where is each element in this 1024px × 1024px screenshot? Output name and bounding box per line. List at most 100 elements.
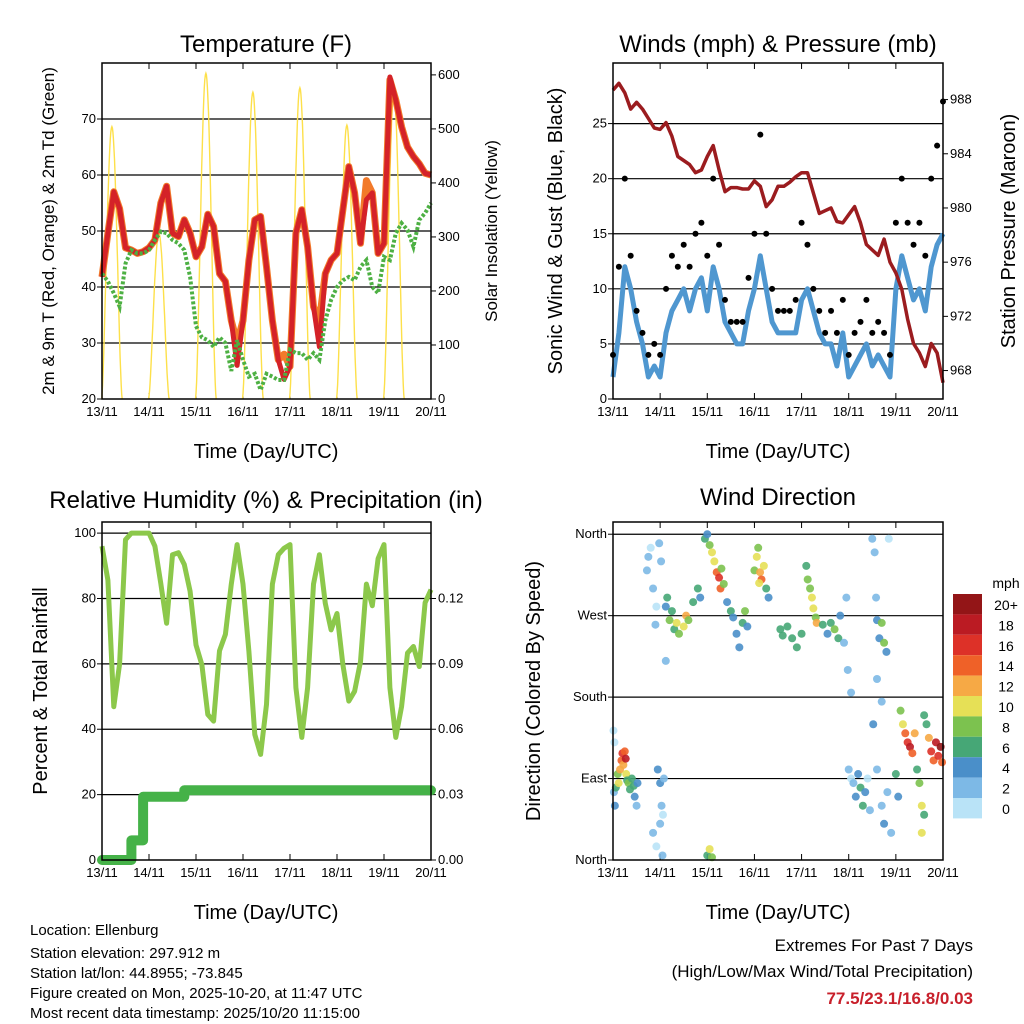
y2-tick-label: 100 bbox=[438, 337, 460, 352]
direction-point bbox=[917, 828, 926, 837]
direction-point bbox=[884, 534, 893, 543]
y2-tick-label: 400 bbox=[438, 175, 460, 190]
winds-x-title: Time (Day/UTC) bbox=[706, 441, 851, 463]
direction-point bbox=[764, 593, 773, 602]
direction-point bbox=[818, 620, 827, 629]
gust-point bbox=[615, 263, 622, 270]
gust-point bbox=[645, 351, 652, 358]
legend-swatch bbox=[953, 594, 982, 615]
y-tick-label: 80 bbox=[82, 590, 96, 605]
legend-swatch bbox=[953, 798, 982, 819]
x-tick-label: 17/11 bbox=[274, 865, 306, 880]
y-tick-label: West bbox=[578, 608, 608, 623]
direction-point bbox=[802, 561, 811, 570]
latlon-text: Station lat/lon: 44.8955; -73.845 bbox=[30, 965, 243, 982]
direction-point bbox=[807, 593, 816, 602]
gust-point bbox=[710, 175, 717, 182]
direction-point bbox=[658, 851, 667, 860]
direction-point bbox=[649, 828, 658, 837]
direction-point bbox=[826, 618, 835, 627]
y-tick-label: North bbox=[575, 852, 607, 867]
gust-point bbox=[869, 329, 876, 336]
x-tick-label: 17/11 bbox=[274, 404, 306, 419]
direction-point bbox=[708, 548, 716, 557]
direction-point bbox=[652, 602, 661, 611]
direction-point bbox=[723, 598, 732, 607]
legend-label: 8 bbox=[1002, 719, 1010, 735]
gust-point bbox=[804, 241, 811, 248]
gust-point bbox=[663, 285, 670, 292]
direction-point bbox=[717, 564, 726, 573]
gust-point bbox=[627, 252, 634, 259]
direction-point bbox=[843, 665, 852, 674]
gust-point bbox=[810, 285, 817, 292]
extremes-subtitle: (High/Low/Max Wind/Total Precipitation) bbox=[672, 962, 973, 981]
direction-point bbox=[872, 593, 881, 602]
y2-tick-label: 0.06 bbox=[438, 721, 463, 736]
direction-point bbox=[752, 552, 761, 561]
direction-point bbox=[861, 788, 870, 797]
direction-point bbox=[882, 647, 891, 656]
plot-frame bbox=[612, 62, 944, 400]
direction-point bbox=[809, 604, 818, 613]
direction-point bbox=[836, 611, 845, 620]
direction-point bbox=[922, 720, 931, 729]
gust-point bbox=[739, 318, 746, 325]
direction-point bbox=[863, 774, 872, 783]
dewpoint-2m-line bbox=[100, 201, 433, 396]
gust-point bbox=[651, 340, 658, 347]
direction-point bbox=[610, 801, 619, 810]
x-tick-label: 16/11 bbox=[227, 404, 259, 419]
temp-9m-line bbox=[98, 76, 432, 370]
solar-insolation-curve bbox=[147, 231, 170, 400]
temperature-title: Temperature (F) bbox=[180, 31, 352, 58]
direction-point bbox=[649, 584, 658, 593]
direction-point bbox=[741, 607, 749, 616]
latest-timestamp-text: Most recent data timestamp: 2025/10/20 1… bbox=[30, 1005, 360, 1022]
y2-tick-label: 0.03 bbox=[438, 787, 463, 802]
y2-tick-label: 0.12 bbox=[438, 590, 463, 605]
extremes-title: Extremes For Past 7 Days bbox=[775, 936, 973, 955]
x-tick-label: 20/11 bbox=[927, 865, 959, 880]
direction-point bbox=[834, 634, 843, 643]
y-tick-label: 40 bbox=[82, 721, 96, 736]
solar-y-title: Solar Insolation (Yellow) bbox=[482, 140, 501, 322]
direction-point bbox=[854, 770, 863, 779]
gust-point bbox=[780, 307, 787, 314]
y2-tick-label: 0.00 bbox=[438, 852, 463, 867]
x-tick-label: 15/11 bbox=[691, 865, 723, 880]
extremes-values: 77.5/23.1/16.8/0.03 bbox=[826, 989, 973, 1008]
y-tick-label: 60 bbox=[82, 167, 96, 182]
direction-point bbox=[880, 638, 889, 647]
direction-point bbox=[788, 634, 797, 643]
direction-point bbox=[610, 738, 619, 747]
gust-point bbox=[733, 318, 740, 325]
winds-pressure-panel: 0 5 10 15 20 25 968 972 976 980 984 988 13/11 14/11 15… bbox=[593, 62, 972, 419]
direction-point bbox=[924, 733, 933, 742]
direction-point bbox=[719, 579, 728, 588]
direction-point bbox=[658, 810, 667, 819]
gust-point bbox=[839, 296, 846, 303]
y-tick-label: 50 bbox=[82, 223, 96, 238]
gust-point bbox=[668, 252, 675, 259]
direction-point bbox=[703, 530, 712, 539]
direction-point bbox=[823, 629, 832, 638]
direction-point bbox=[630, 792, 639, 801]
elevation-text: Station elevation: 297.912 m bbox=[30, 945, 220, 962]
legend-label: 20+ bbox=[994, 597, 1018, 613]
gust-point bbox=[798, 219, 805, 226]
x-tick-label: 16/11 bbox=[227, 865, 259, 880]
direction-point bbox=[754, 543, 763, 552]
y-tick-label: 40 bbox=[82, 279, 96, 294]
solar-insolation-curve bbox=[335, 123, 358, 400]
gust-point bbox=[633, 307, 640, 314]
direction-point bbox=[655, 539, 664, 548]
x-tick-label: 18/11 bbox=[321, 404, 353, 419]
direction-point bbox=[873, 765, 881, 774]
direction-point bbox=[732, 629, 741, 638]
legend-swatch bbox=[953, 716, 982, 737]
direction-point bbox=[661, 602, 670, 611]
x-tick-label: 14/11 bbox=[133, 865, 165, 880]
direction-point bbox=[657, 801, 666, 810]
gust-point bbox=[757, 131, 764, 138]
